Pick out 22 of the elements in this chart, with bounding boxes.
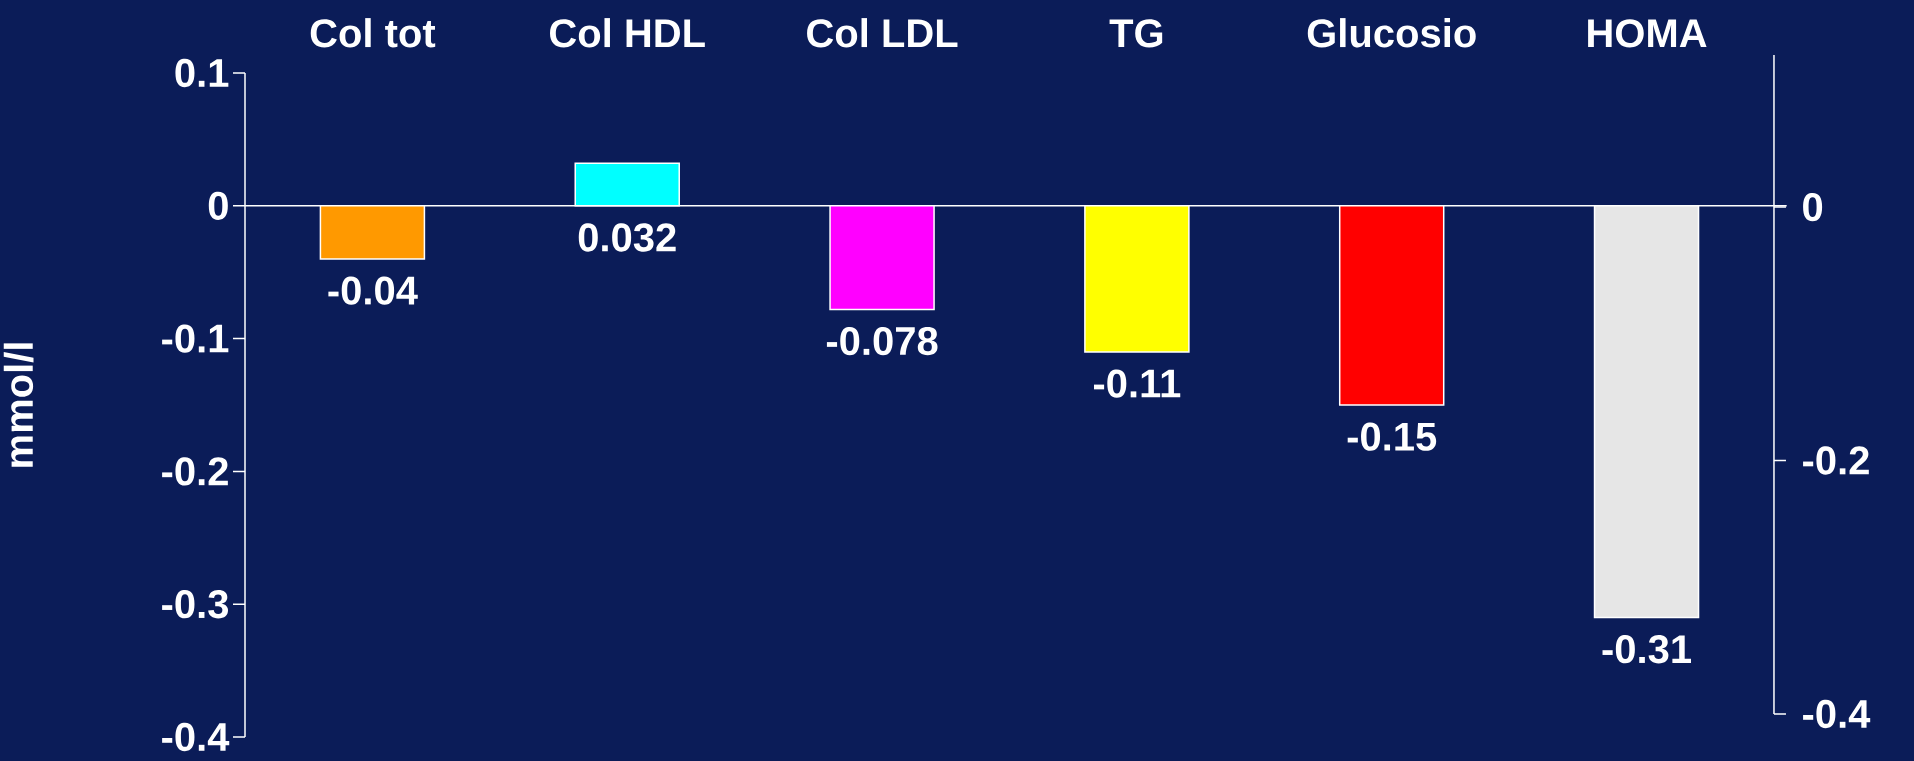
y-tick-label: -0.3	[162, 590, 229, 619]
y-axis-title: mmol/l	[3, 343, 34, 467]
y-tick-label: -0.2	[162, 457, 228, 486]
x-tick-label: Col LDL	[807, 18, 958, 48]
y2-tick-label: -0.2	[1803, 446, 1869, 475]
x-tick-label: Col tot	[310, 18, 436, 48]
y2-tick-label: 0	[1803, 192, 1823, 222]
data-label: -0.11	[1093, 369, 1181, 398]
data-label: 0.032	[578, 223, 676, 252]
x-tick-label: HOMA	[1588, 19, 1707, 48]
x-tick-label: Col HDL	[550, 18, 705, 48]
x-tick-label: Glucosio	[1307, 18, 1476, 48]
y-tick-label: 0.1	[175, 58, 229, 88]
data-label: -0.31	[1602, 635, 1691, 664]
y-tick-label: -0.4	[162, 722, 230, 752]
data-label: -0.078	[826, 326, 938, 356]
data-label: -0.15	[1347, 422, 1437, 451]
y-tick-label: -0.1	[162, 324, 229, 353]
x-tick-label: TG	[1109, 19, 1163, 48]
y-tick-label: 0	[208, 191, 228, 220]
y2-tick-label: -0.4	[1803, 699, 1871, 729]
data-label: -0.04	[328, 276, 418, 305]
